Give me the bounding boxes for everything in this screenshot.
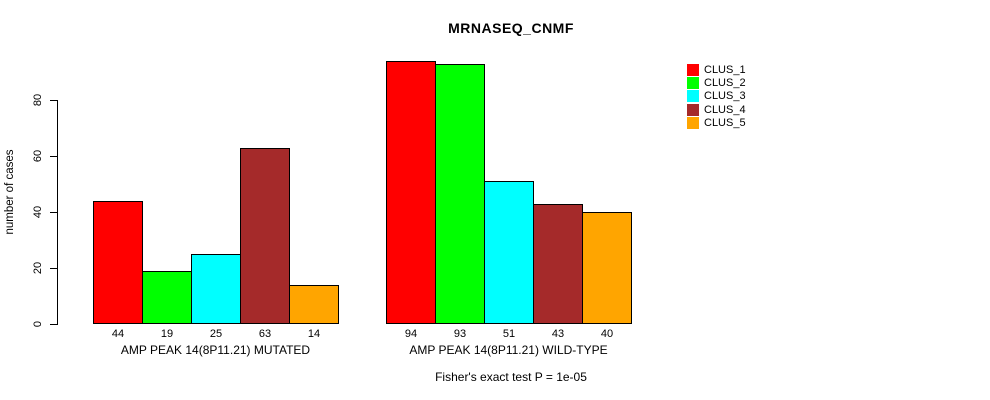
x-axis-group-label: AMP PEAK 14(8P11.21) MUTATED — [120, 343, 311, 357]
legend-swatch — [687, 117, 699, 130]
legend-swatch — [687, 103, 699, 116]
legend-item: CLUS_5 — [687, 117, 746, 130]
bar-value-label: 94 — [404, 328, 418, 340]
legend-label: CLUS_2 — [704, 77, 746, 90]
bar — [533, 203, 583, 324]
legend-swatch — [687, 77, 699, 90]
y-axis-tick — [50, 100, 57, 101]
bar-value-label: 43 — [551, 328, 565, 340]
bar — [93, 200, 143, 324]
bar-value-label: 25 — [209, 328, 223, 340]
bar — [582, 212, 632, 324]
legend-label: CLUS_3 — [704, 90, 746, 103]
legend-swatch — [687, 90, 699, 103]
bar — [142, 270, 192, 324]
y-axis-tick-label: 40 — [32, 205, 44, 219]
y-axis-tick — [50, 324, 57, 325]
chart-title: MRNASEQ_CNMF — [448, 20, 574, 36]
x-axis-group-label: AMP PEAK 14(8P11.21) WILD-TYPE — [409, 343, 608, 357]
fisher-test-annotation: Fisher's exact test P = 1e-05 — [435, 370, 587, 384]
legend-label: CLUS_5 — [704, 117, 746, 130]
y-axis-tick-label: 20 — [32, 261, 44, 275]
y-axis-tick-label: 60 — [32, 149, 44, 163]
legend-label: CLUS_4 — [704, 103, 746, 116]
legend: CLUS_1 CLUS_2 CLUS_3 CLUS_4 CLUS_5 — [687, 63, 746, 130]
bar-value-label: 14 — [307, 328, 321, 340]
y-axis-tick — [50, 212, 57, 213]
bar-value-label: 51 — [502, 328, 516, 340]
legend-item: CLUS_3 — [687, 90, 746, 103]
y-axis-tick-label: 0 — [32, 320, 44, 328]
bar — [386, 60, 436, 324]
legend-item: CLUS_1 — [687, 63, 746, 76]
bar-value-label: 93 — [453, 328, 467, 340]
bar-value-label: 63 — [258, 328, 272, 340]
y-axis-line — [57, 100, 58, 325]
bar — [484, 181, 534, 324]
y-axis-label: number of cases — [4, 149, 16, 235]
bar-value-label: 44 — [111, 328, 125, 340]
legend-label: CLUS_1 — [704, 63, 746, 76]
y-axis-tick-label: 80 — [32, 93, 44, 107]
legend-item: CLUS_4 — [687, 103, 746, 116]
bar — [435, 63, 485, 324]
bar — [191, 254, 241, 324]
bar-value-label: 19 — [160, 328, 174, 340]
y-axis-tick — [50, 268, 57, 269]
bar — [240, 147, 290, 324]
bar-value-label: 40 — [600, 328, 614, 340]
bar — [289, 284, 339, 324]
y-axis-tick — [50, 156, 57, 157]
legend-swatch — [687, 63, 699, 76]
legend-item: CLUS_2 — [687, 76, 746, 90]
